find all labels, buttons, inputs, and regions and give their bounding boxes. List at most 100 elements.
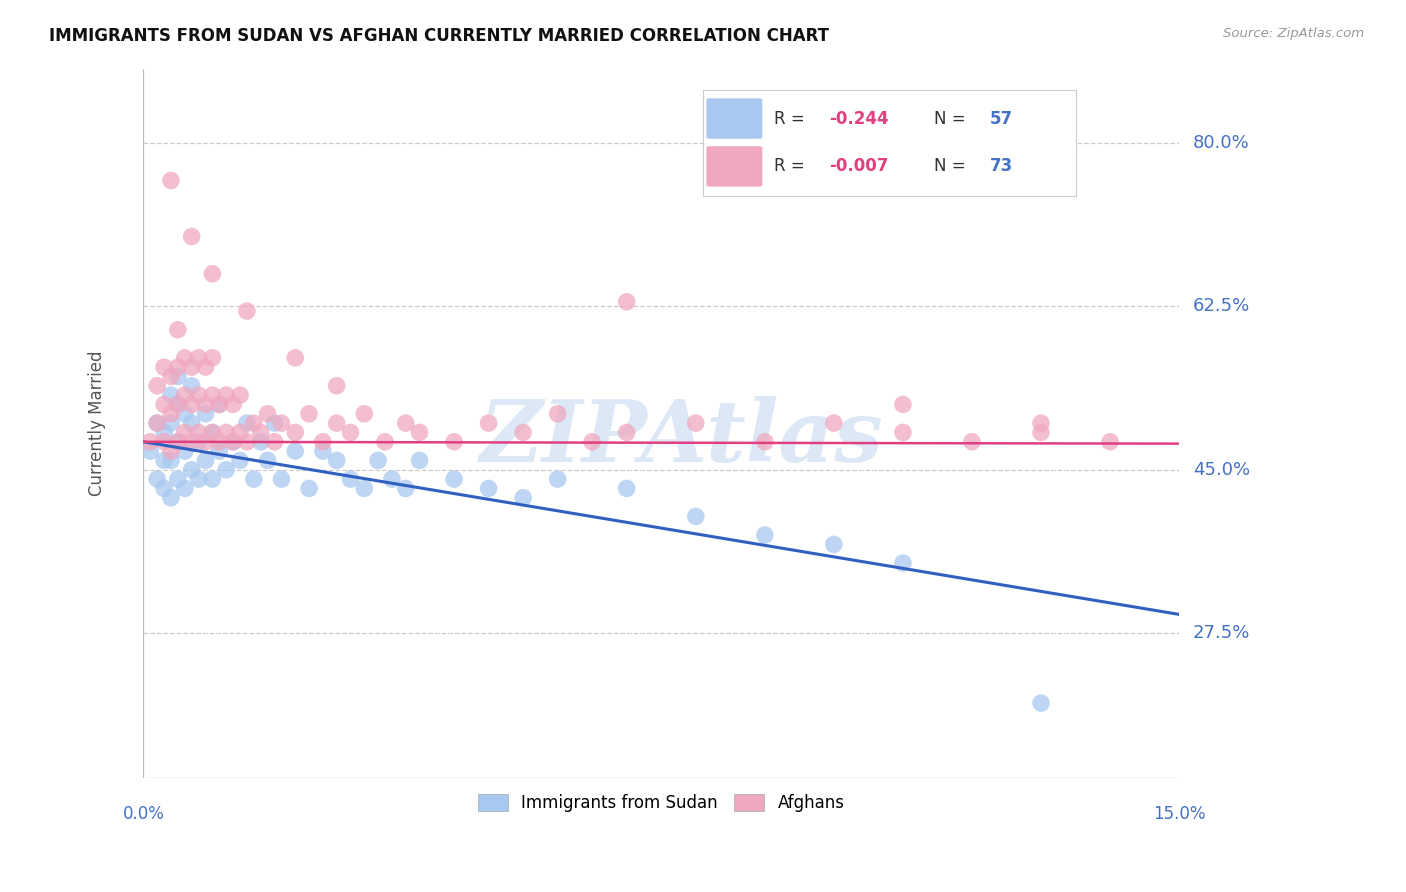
- Point: [173, 388, 195, 402]
- Point: [160, 491, 183, 505]
- Point: [173, 444, 195, 458]
- Text: Source: ZipAtlas.com: Source: ZipAtlas.com: [1223, 27, 1364, 40]
- Point: [581, 434, 603, 449]
- Point: [201, 351, 224, 365]
- Point: [160, 407, 183, 421]
- Text: IMMIGRANTS FROM SUDAN VS AFGHAN CURRENTLY MARRIED CORRELATION CHART: IMMIGRANTS FROM SUDAN VS AFGHAN CURRENTL…: [49, 27, 830, 45]
- Point: [284, 425, 307, 440]
- Point: [960, 434, 983, 449]
- Point: [167, 434, 190, 449]
- Point: [754, 434, 776, 449]
- Point: [187, 472, 209, 486]
- Point: [160, 444, 183, 458]
- Point: [153, 425, 176, 440]
- Point: [187, 425, 209, 440]
- Point: [160, 453, 183, 467]
- Point: [222, 434, 245, 449]
- Point: [160, 416, 183, 430]
- Point: [1099, 434, 1122, 449]
- Point: [408, 453, 430, 467]
- Point: [263, 434, 285, 449]
- Point: [180, 434, 202, 449]
- Point: [256, 407, 278, 421]
- Point: [395, 482, 418, 496]
- Point: [146, 416, 169, 430]
- Point: [153, 482, 176, 496]
- Point: [201, 425, 224, 440]
- Point: [1029, 696, 1052, 710]
- Point: [236, 434, 259, 449]
- Point: [270, 472, 292, 486]
- Point: [616, 482, 638, 496]
- Legend: Immigrants from Sudan, Afghans: Immigrants from Sudan, Afghans: [471, 788, 852, 819]
- Point: [312, 444, 335, 458]
- Point: [167, 397, 190, 411]
- Point: [180, 397, 202, 411]
- Point: [339, 425, 361, 440]
- Point: [512, 491, 534, 505]
- Point: [408, 425, 430, 440]
- Point: [353, 407, 375, 421]
- Point: [325, 453, 347, 467]
- Point: [167, 434, 190, 449]
- Point: [208, 397, 231, 411]
- Point: [201, 388, 224, 402]
- Point: [443, 472, 465, 486]
- Point: [222, 434, 245, 449]
- Point: [616, 294, 638, 309]
- Point: [616, 425, 638, 440]
- Point: [236, 304, 259, 318]
- Point: [173, 482, 195, 496]
- Point: [201, 472, 224, 486]
- Point: [194, 360, 217, 375]
- Point: [194, 434, 217, 449]
- Point: [208, 444, 231, 458]
- Point: [167, 323, 190, 337]
- Point: [685, 509, 707, 524]
- Point: [146, 472, 169, 486]
- Point: [1029, 425, 1052, 440]
- Point: [229, 453, 252, 467]
- Point: [381, 472, 404, 486]
- Point: [187, 434, 209, 449]
- Point: [298, 482, 321, 496]
- Point: [754, 528, 776, 542]
- Point: [153, 360, 176, 375]
- Point: [512, 425, 534, 440]
- Point: [243, 472, 266, 486]
- Point: [167, 369, 190, 384]
- Point: [139, 444, 162, 458]
- Point: [270, 416, 292, 430]
- Point: [187, 388, 209, 402]
- Point: [353, 482, 375, 496]
- Point: [236, 416, 259, 430]
- Point: [891, 397, 914, 411]
- Point: [173, 425, 195, 440]
- Point: [167, 472, 190, 486]
- Point: [891, 425, 914, 440]
- Point: [249, 434, 271, 449]
- Point: [1029, 416, 1052, 430]
- Point: [146, 378, 169, 392]
- Point: [443, 434, 465, 449]
- Point: [215, 425, 238, 440]
- Point: [395, 416, 418, 430]
- Point: [187, 351, 209, 365]
- Point: [180, 378, 202, 392]
- Point: [208, 397, 231, 411]
- Point: [201, 425, 224, 440]
- Point: [367, 453, 389, 467]
- Point: [325, 378, 347, 392]
- Point: [243, 416, 266, 430]
- Point: [229, 388, 252, 402]
- Point: [284, 351, 307, 365]
- Point: [891, 556, 914, 570]
- Point: [180, 229, 202, 244]
- Text: 45.0%: 45.0%: [1194, 461, 1250, 479]
- Point: [173, 407, 195, 421]
- Point: [249, 425, 271, 440]
- Text: 62.5%: 62.5%: [1194, 297, 1250, 316]
- Text: 15.0%: 15.0%: [1153, 805, 1205, 823]
- Point: [153, 434, 176, 449]
- Point: [173, 351, 195, 365]
